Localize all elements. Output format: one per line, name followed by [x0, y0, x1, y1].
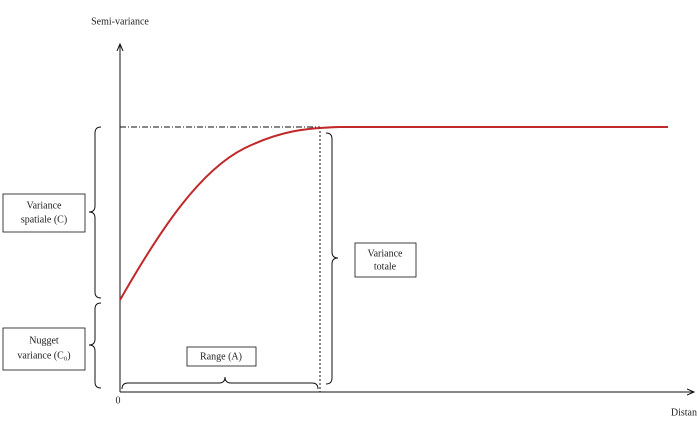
y-axis-label: Semi-variance [91, 16, 149, 27]
annotation-text: Variance [368, 248, 404, 259]
x-axis-label: Distan [671, 407, 697, 418]
annotation-text: variance (C₀) [17, 350, 70, 361]
variogram-curve [119, 126, 668, 301]
spatial-brace [88, 126, 102, 299]
total-box [354, 242, 417, 278]
annotation-text: Nugget [29, 335, 59, 346]
spatial-box [2, 193, 86, 233]
annotation-text: totale [374, 261, 397, 272]
range-box [186, 346, 257, 367]
annotation-text: Range (A) [200, 351, 242, 362]
nugget-box [2, 327, 86, 371]
annotation-text: spatiale (C) [21, 214, 67, 225]
total-brace [325, 132, 339, 385]
range-brace [121, 376, 319, 390]
nugget-brace [88, 302, 102, 389]
origin-label: 0 [116, 395, 121, 406]
annotation-text: Variance [27, 200, 63, 211]
